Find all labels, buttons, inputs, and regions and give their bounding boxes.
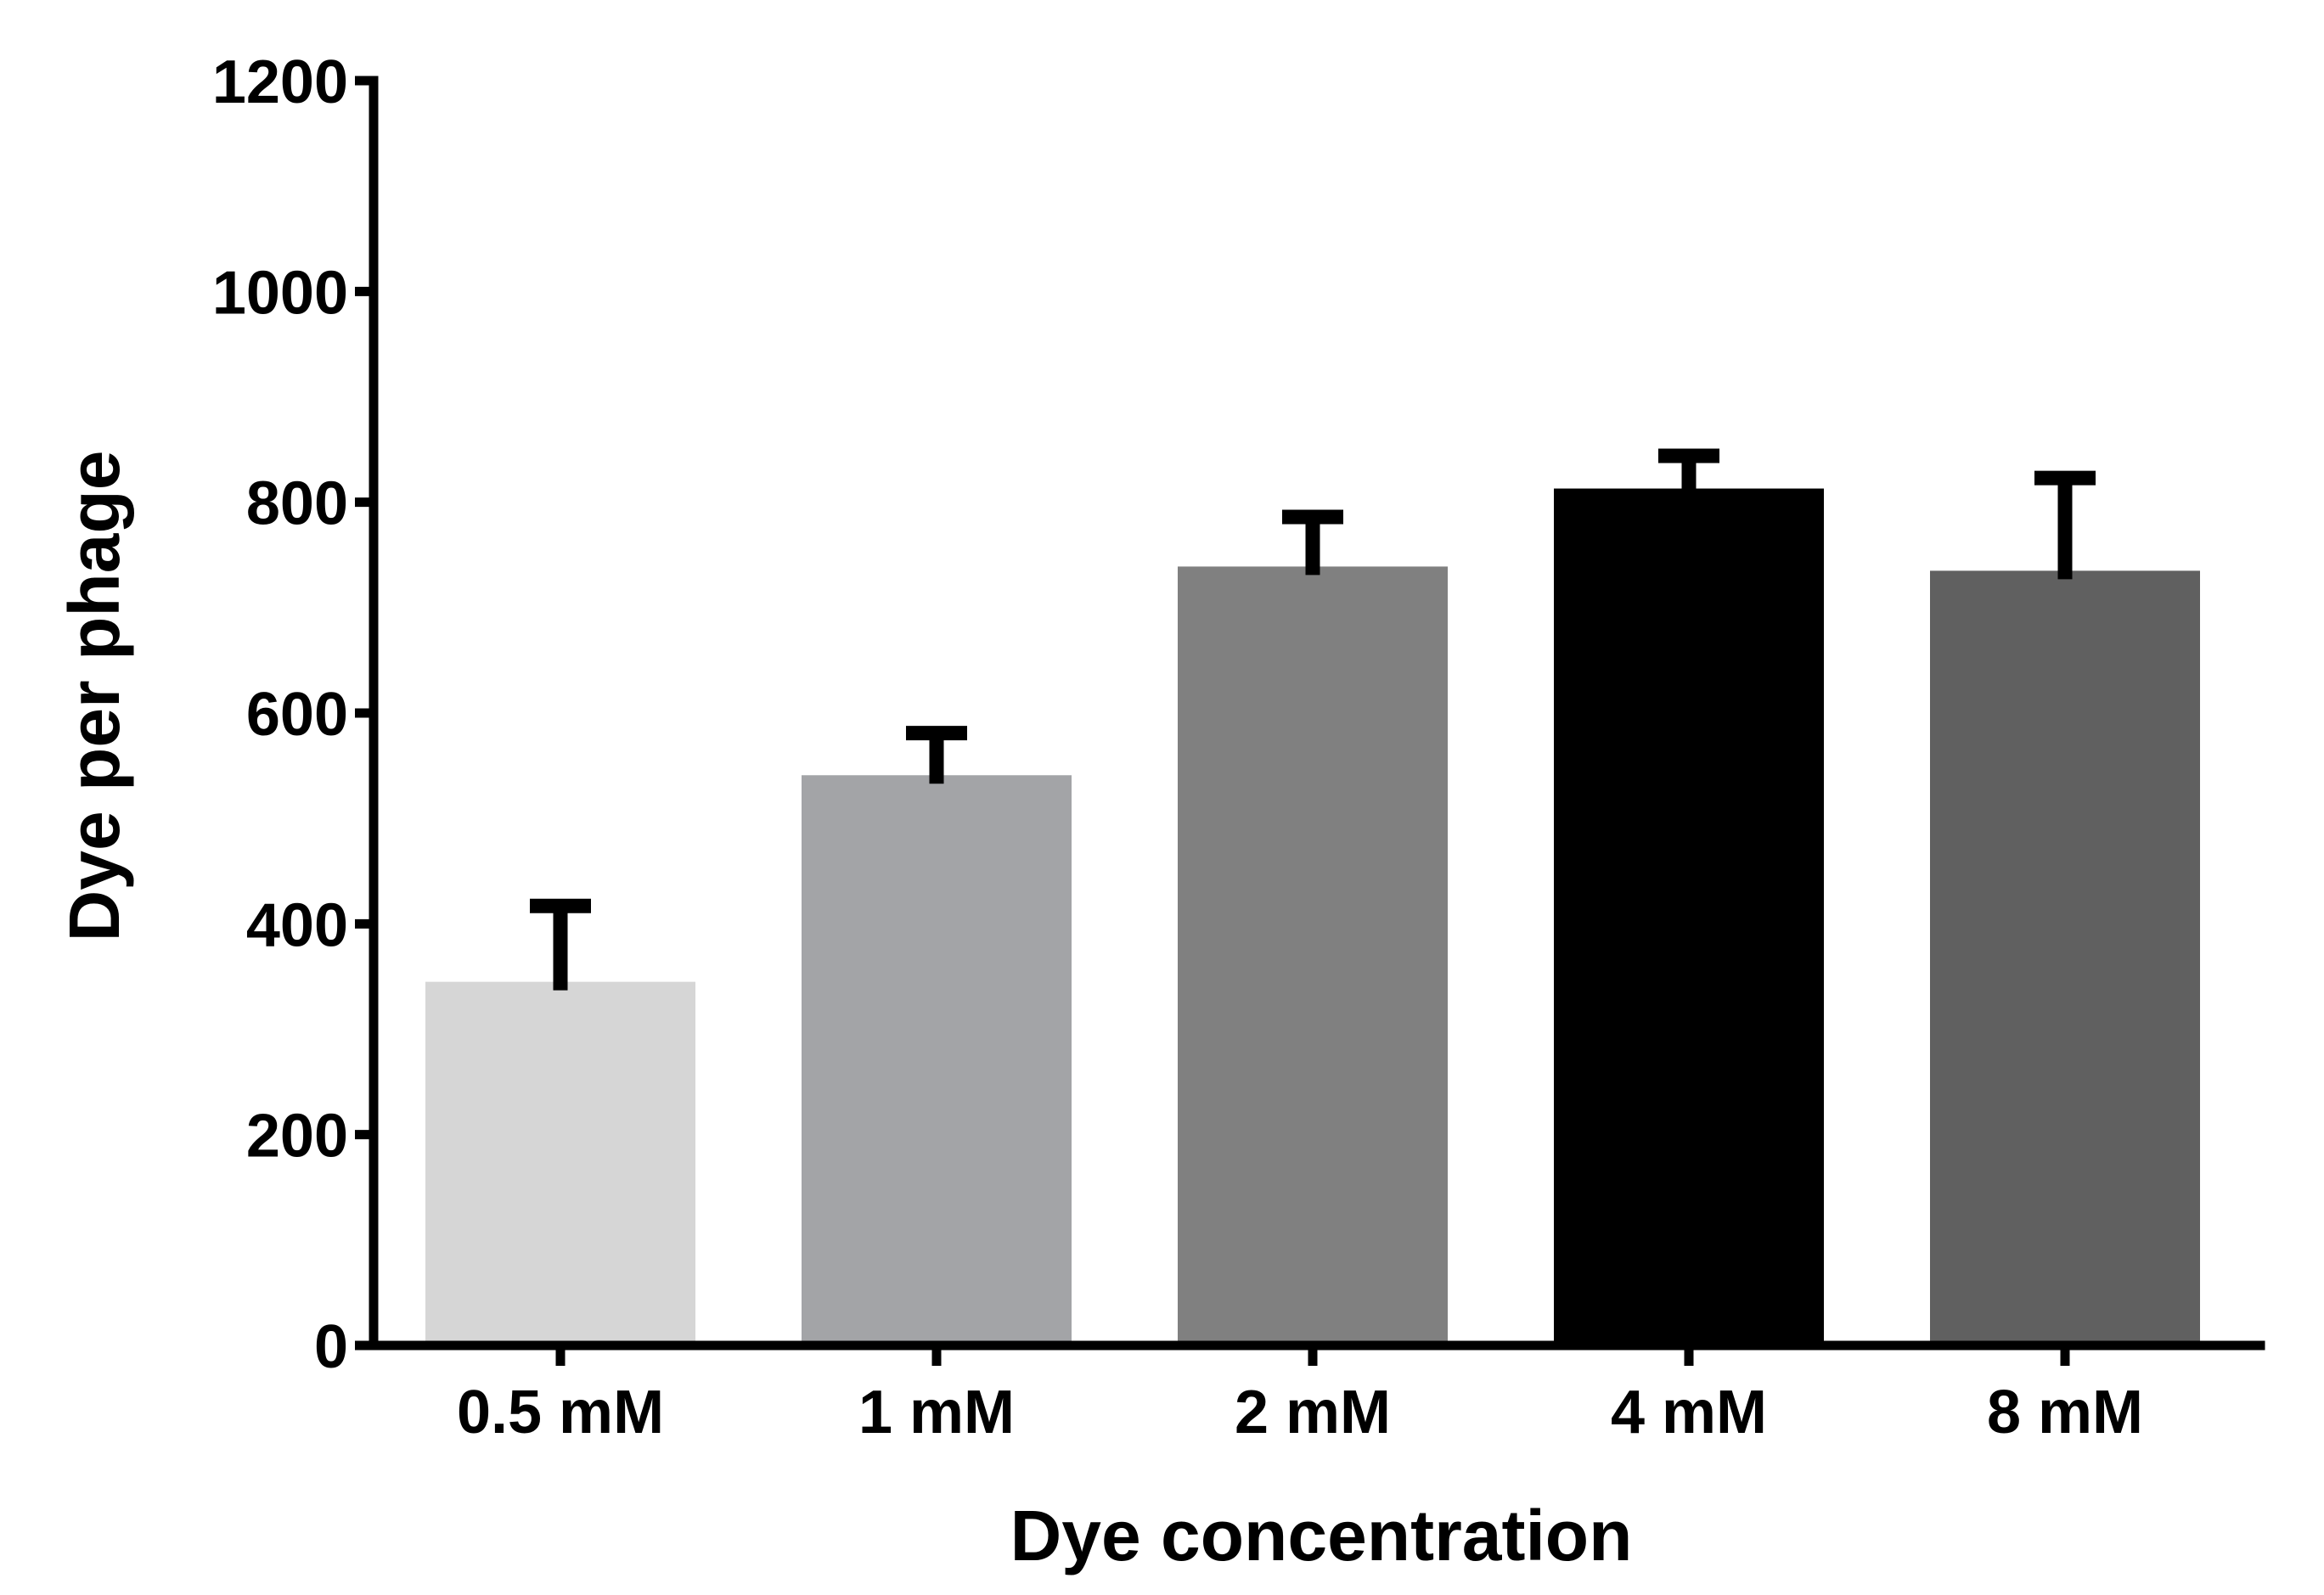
y-tick-label: 1000 xyxy=(212,259,348,327)
x-tick-label: 8 mM xyxy=(1987,1379,2143,1446)
bar-4-mm xyxy=(1554,488,1824,1345)
error-bar xyxy=(2034,470,2096,580)
x-tick-label: 4 mM xyxy=(1611,1379,1767,1446)
x-tick-label: 0.5 mM xyxy=(457,1379,664,1446)
error-bar xyxy=(906,726,967,784)
x-tick-label: 2 mM xyxy=(1235,1379,1391,1446)
error-bar xyxy=(1282,509,1343,576)
y-tick-label: 400 xyxy=(246,891,348,959)
x-ticks-layer: 0.5 mM 1 mM 2 mM 4 mM 8 mM xyxy=(457,1345,2143,1446)
bar-8-mm xyxy=(1930,570,2200,1345)
y-tick-label: 600 xyxy=(246,681,348,749)
x-tick-label: 1 mM xyxy=(858,1379,1015,1446)
y-tick-label: 200 xyxy=(246,1103,348,1171)
y-tick-label: 0 xyxy=(314,1313,348,1381)
error-bars-layer xyxy=(530,448,2096,991)
x-axis-title: Dye concentration xyxy=(1010,1496,1633,1575)
bar-2-mm xyxy=(1178,566,1448,1345)
y-axis-title: Dye per phage xyxy=(54,451,134,942)
bar-1-mm xyxy=(802,775,1072,1345)
y-ticks-layer: 0 200 400 600 800 1000 1200 xyxy=(212,48,374,1381)
bar-0-5-mm xyxy=(425,981,695,1345)
y-tick-label: 1200 xyxy=(212,48,348,116)
error-bar xyxy=(530,898,591,991)
y-tick-label: 800 xyxy=(246,470,348,538)
error-bar xyxy=(1658,448,1719,497)
bars-layer xyxy=(425,488,2200,1345)
